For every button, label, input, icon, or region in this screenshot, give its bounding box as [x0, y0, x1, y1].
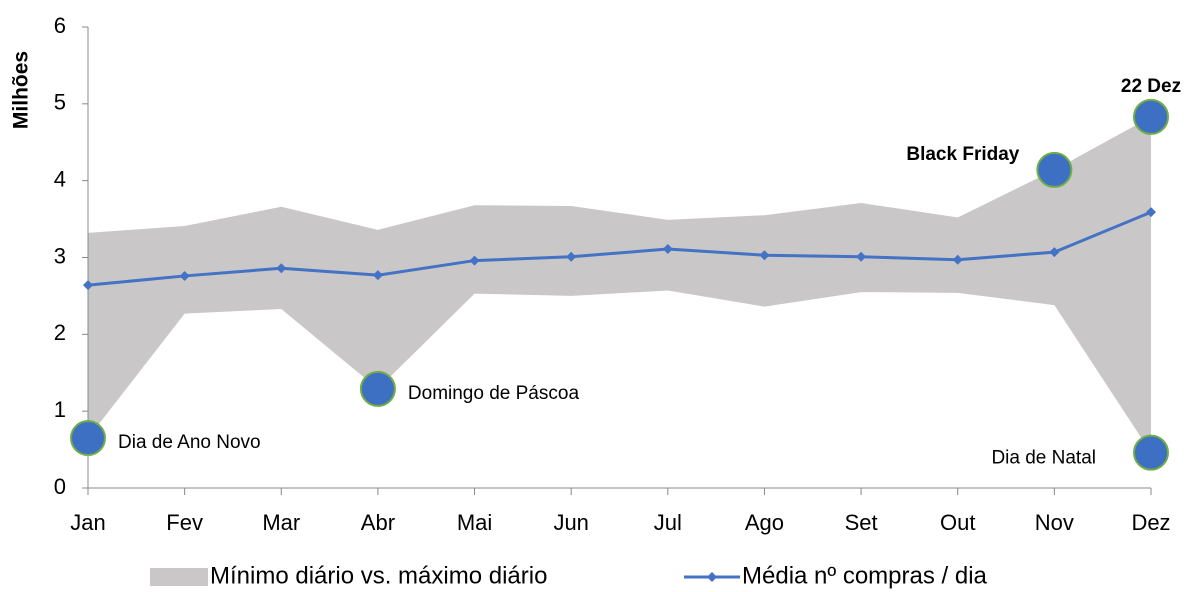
annotation-marker [359, 370, 396, 407]
annotation-marker [1036, 151, 1073, 188]
x-tick-label: Out [940, 510, 975, 535]
x-tick-label: Fev [166, 510, 203, 535]
line-marker [469, 255, 480, 266]
line-marker [759, 250, 770, 261]
line-marker [276, 263, 287, 274]
range-band [88, 116, 1151, 453]
line-marker [1146, 207, 1156, 218]
y-tick-label: 6 [54, 13, 66, 38]
annotation-label: Dia de Natal [991, 448, 1096, 469]
annotation-label: Black Friday [906, 144, 1019, 165]
annotation-marker [70, 420, 106, 457]
line-marker [179, 270, 190, 281]
line-marker [1049, 247, 1060, 258]
y-tick-label: 0 [54, 474, 66, 499]
x-tick-label: Ago [745, 510, 784, 535]
y-axis-label: Milhões [10, 51, 33, 129]
line-marker [856, 251, 867, 262]
legend-label: Mínimo diário vs. máximo diário [210, 562, 547, 589]
x-tick-label: Mar [262, 510, 300, 535]
y-tick-label: 5 [54, 90, 66, 115]
x-tick-label: Jan [70, 510, 105, 535]
x-tick-label: Mai [457, 510, 492, 535]
annotation-marker [1133, 98, 1169, 135]
line-marker [372, 270, 383, 281]
x-tick-label: Nov [1035, 510, 1074, 535]
line-marker [952, 254, 963, 265]
x-tick-label: Jun [553, 510, 588, 535]
x-tick-label: Set [845, 510, 878, 535]
annotation-label: 22 Dez [1121, 76, 1181, 97]
line-marker [83, 280, 93, 291]
y-tick-label: 1 [54, 397, 66, 422]
x-tick-label: Jul [654, 510, 682, 535]
annotation-marker [1133, 434, 1169, 471]
x-tick-label: Abr [361, 510, 395, 535]
y-tick-label: 3 [54, 243, 66, 268]
legend-marker [707, 572, 717, 582]
annotation-label: Domingo de Páscoa [408, 383, 580, 404]
y-tick-label: 2 [54, 320, 66, 345]
line-series [87, 210, 1152, 287]
x-tick-label: Dez [1131, 510, 1170, 535]
legend-swatch [150, 568, 208, 586]
line-marker [566, 251, 577, 262]
annotation-label: Dia de Ano Novo [118, 432, 261, 453]
line-marker [662, 244, 673, 255]
y-tick-label: 4 [54, 166, 66, 191]
legend-label: Média nº compras / dia [742, 562, 988, 589]
